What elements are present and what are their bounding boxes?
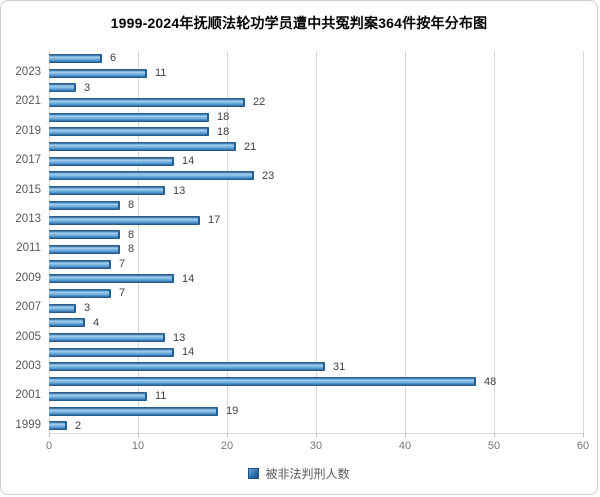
value-label-2017: 14 xyxy=(182,155,195,168)
x-tickmark-60 xyxy=(583,433,584,437)
legend: 被非法判刑人数 xyxy=(1,465,597,482)
chart-title: 1999-2024年抚顺法轮功学员遭中共冤判案364件按年分布图 xyxy=(110,15,488,31)
bar-2018 xyxy=(49,142,236,151)
bar-2002 xyxy=(49,377,476,387)
gridline-x-50 xyxy=(494,51,495,433)
bar-2014 xyxy=(49,200,120,210)
x-tick-label-30: 30 xyxy=(309,440,323,452)
x-tick-label-50: 50 xyxy=(487,440,501,452)
value-label-2007: 3 xyxy=(84,302,91,315)
value-label-2009: 14 xyxy=(182,272,195,285)
value-label-2006: 4 xyxy=(93,316,100,329)
legend-label: 被非法判刑人数 xyxy=(265,467,350,481)
x-tick-label-10: 10 xyxy=(131,440,145,452)
value-label-2011: 8 xyxy=(128,243,135,256)
value-label-2021: 22 xyxy=(253,96,266,109)
bar-2000 xyxy=(49,406,218,416)
legend-marker-icon xyxy=(248,468,260,479)
y-axis-label-2003: 2003 xyxy=(15,359,41,372)
bar-2013 xyxy=(49,215,200,225)
bar-2011 xyxy=(49,244,120,254)
bar-1999 xyxy=(49,421,67,431)
bar-2005 xyxy=(49,333,165,342)
y-axis-label-1999: 1999 xyxy=(15,418,41,431)
gridline-x-0 xyxy=(49,51,50,433)
value-label-2015: 13 xyxy=(173,184,186,197)
value-label-2004: 14 xyxy=(182,346,195,359)
gridline-x-20 xyxy=(227,51,228,433)
bar-2012 xyxy=(49,230,120,240)
value-label-1999: 2 xyxy=(75,419,82,432)
y-axis-label-2015: 2015 xyxy=(15,183,41,196)
bar-2016 xyxy=(49,171,254,181)
x-tickmark-0 xyxy=(49,433,50,437)
value-label-2020: 18 xyxy=(217,111,230,124)
plot-area: 0 10 20 30 40 50 60 6 11 2023 3 22 2021 18 18 2019 21 14 2… xyxy=(15,51,589,452)
value-label-2010: 7 xyxy=(119,258,126,270)
x-tickmark-40 xyxy=(405,433,406,437)
value-label-2023: 11 xyxy=(155,67,167,79)
y-axis-label-2019: 2019 xyxy=(15,124,41,137)
y-axis-label-2009: 2009 xyxy=(15,271,41,284)
bar-2023 xyxy=(49,68,147,78)
x-tick-label-0: 0 xyxy=(45,440,53,452)
gridline-x-40 xyxy=(405,51,406,433)
value-label-2000: 19 xyxy=(226,405,239,417)
value-label-2013: 17 xyxy=(208,214,221,226)
bar-2020 xyxy=(49,112,209,122)
x-tick-label-40: 40 xyxy=(398,440,412,452)
value-label-2019: 18 xyxy=(217,125,230,138)
value-label-2003: 31 xyxy=(333,360,346,373)
gridline-x-10 xyxy=(138,51,139,433)
y-axis-label-2021: 2021 xyxy=(15,95,41,108)
bar-2024 xyxy=(49,53,102,63)
bar-2009 xyxy=(49,274,174,284)
value-label-2018: 21 xyxy=(244,140,257,153)
value-label-2008: 7 xyxy=(119,287,126,300)
y-axis-label-2005: 2005 xyxy=(15,330,41,343)
bar-2004 xyxy=(49,347,174,357)
y-axis-label-2001: 2001 xyxy=(15,389,41,402)
y-axis-label-2017: 2017 xyxy=(15,154,41,167)
bar-2010 xyxy=(49,259,111,269)
value-label-2005: 13 xyxy=(173,331,186,344)
y-axis-label-2013: 2013 xyxy=(15,213,41,225)
gridline-x-60 xyxy=(583,51,584,433)
value-label-2002: 48 xyxy=(484,375,497,388)
value-label-2012: 8 xyxy=(128,228,135,241)
bar-2015 xyxy=(49,186,165,196)
bar-2017 xyxy=(49,156,174,166)
value-label-2001: 11 xyxy=(155,390,167,403)
bar-2001 xyxy=(49,391,147,401)
y-axis-label-2007: 2007 xyxy=(15,301,41,314)
value-label-2016: 23 xyxy=(262,169,275,182)
value-label-2014: 8 xyxy=(128,199,135,212)
x-tick-label-20: 20 xyxy=(220,440,234,452)
x-tickmark-20 xyxy=(227,433,228,437)
bar-2007 xyxy=(49,303,76,313)
x-tickmark-50 xyxy=(494,433,495,437)
y-axis-label-2023: 2023 xyxy=(15,66,41,78)
bar-2008 xyxy=(49,288,111,298)
gridline-x-30 xyxy=(316,51,317,433)
bar-2006 xyxy=(49,318,85,328)
bar-2021 xyxy=(49,97,245,107)
value-label-2022: 3 xyxy=(84,81,91,94)
bar-2019 xyxy=(49,127,209,137)
x-tickmark-30 xyxy=(316,433,317,437)
value-label-2024: 6 xyxy=(110,52,117,65)
x-tick-label-60: 60 xyxy=(576,440,590,452)
x-tickmark-10 xyxy=(138,433,139,437)
y-axis-label-2011: 2011 xyxy=(16,242,41,255)
bar-2022 xyxy=(49,83,76,93)
bar-2003 xyxy=(49,362,325,372)
